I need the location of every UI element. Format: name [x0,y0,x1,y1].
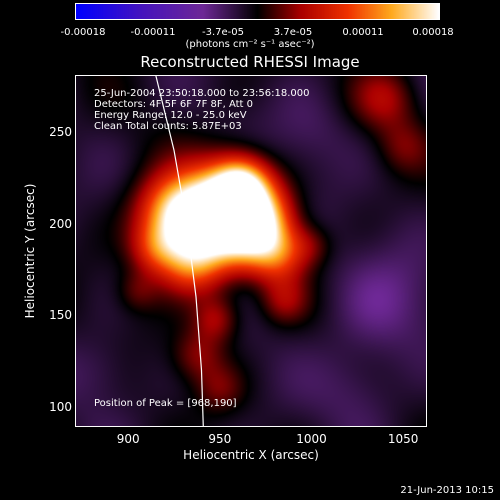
footer-date: 21-Jun-2013 10:15 [400,485,494,496]
x-tick-label: 1000 [296,432,327,446]
annotation-energy: Energy Range: 12.0 - 25.0 keV [94,110,247,121]
y-tick-label: 250 [49,124,72,139]
intensity-map [75,75,427,427]
colorbar-tick-label: -3.7e-05 [202,27,244,38]
plot-area: 25-Jun-2004 23:50:18.000 to 23:56:18.000… [75,75,427,427]
annotation-detectors: Detectors: 4F 5F 6F 7F 8F, Att 0 [94,99,254,110]
x-tick-label: 900 [116,432,140,446]
x-axis-label: Heliocentric X (arcsec) [183,448,319,462]
chart-title: Reconstructed RHESSI Image [140,53,360,71]
colorbar-units: (photons cm⁻² s⁻¹ asec⁻²) [185,39,315,50]
overlay-svg [155,75,204,427]
annotation-time: 25-Jun-2004 23:50:18.000 to 23:56:18.000 [94,88,310,99]
x-tick-label: 950 [208,432,232,446]
annotation-clean: Clean Total counts: 5.87E+03 [94,121,242,132]
solar-limb-curve [155,75,204,427]
y-tick-label: 100 [49,399,72,414]
colorbar [75,3,440,20]
y-tick-label: 200 [49,216,72,231]
annotation-peak: Position of Peak = [968,190] [94,398,237,409]
colorbar-tick-label: -0.00018 [60,27,106,38]
x-tick-label: 1050 [387,432,419,446]
y-tick-label: 150 [49,308,72,323]
colorbar-tick-label: -0.00011 [130,27,176,38]
colorbar-tick-label: 3.7e-05 [273,27,313,38]
colorbar-tick-label: 0.00011 [342,27,384,38]
y-axis-label: Heliocentric Y (arcsec) [23,183,37,319]
colorbar-gradient [76,4,439,19]
colorbar-tick-label: 0.00018 [412,27,454,38]
